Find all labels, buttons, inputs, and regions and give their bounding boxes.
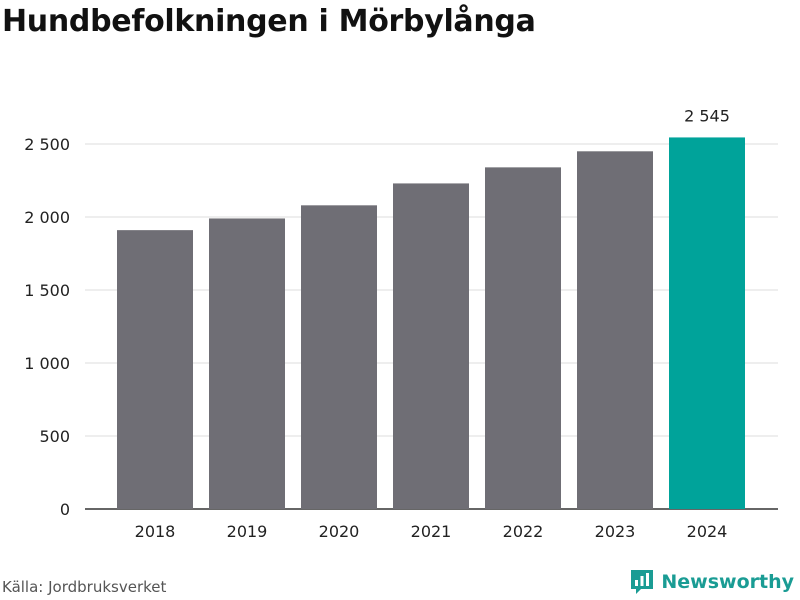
x-tick-label: 2019 (227, 522, 268, 541)
x-tick-label: 2021 (411, 522, 452, 541)
x-tick-label: 2023 (595, 522, 636, 541)
bar-2024 (669, 137, 745, 509)
chart-title: Hundbefolkningen i Mörbylånga (2, 4, 536, 39)
x-tick-label: 2018 (135, 522, 176, 541)
bar-2019 (209, 218, 285, 509)
x-tick-label: 2020 (319, 522, 360, 541)
labels: 0 500 1 000 1 500 2 000 2 500 2018 2019 2020 2021… (24, 106, 730, 541)
bars (117, 137, 745, 510)
bar-2021 (393, 183, 469, 510)
bar-2020 (301, 205, 377, 509)
newsworthy-logo-icon (631, 570, 654, 594)
bar-2018 (117, 230, 193, 509)
brand-logo: Newsworthy (629, 568, 794, 596)
x-tick-label: 2024 (687, 522, 728, 541)
y-tick-label: 1 500 (24, 281, 70, 300)
x-tick-label: 2022 (503, 522, 544, 541)
brand-name: Newsworthy (661, 571, 794, 593)
y-tick-label: 2 000 (24, 208, 70, 227)
data-label: 2 545 (684, 106, 730, 125)
bar-2023 (577, 151, 653, 510)
bar-2022 (485, 167, 561, 510)
y-tick-label: 0 (60, 500, 70, 519)
y-tick-label: 2 500 (24, 135, 70, 154)
y-tick-label: 500 (39, 427, 70, 446)
y-tick-label: 1 000 (24, 354, 70, 373)
source-note: Källa: Jordbruksverket (2, 578, 167, 596)
